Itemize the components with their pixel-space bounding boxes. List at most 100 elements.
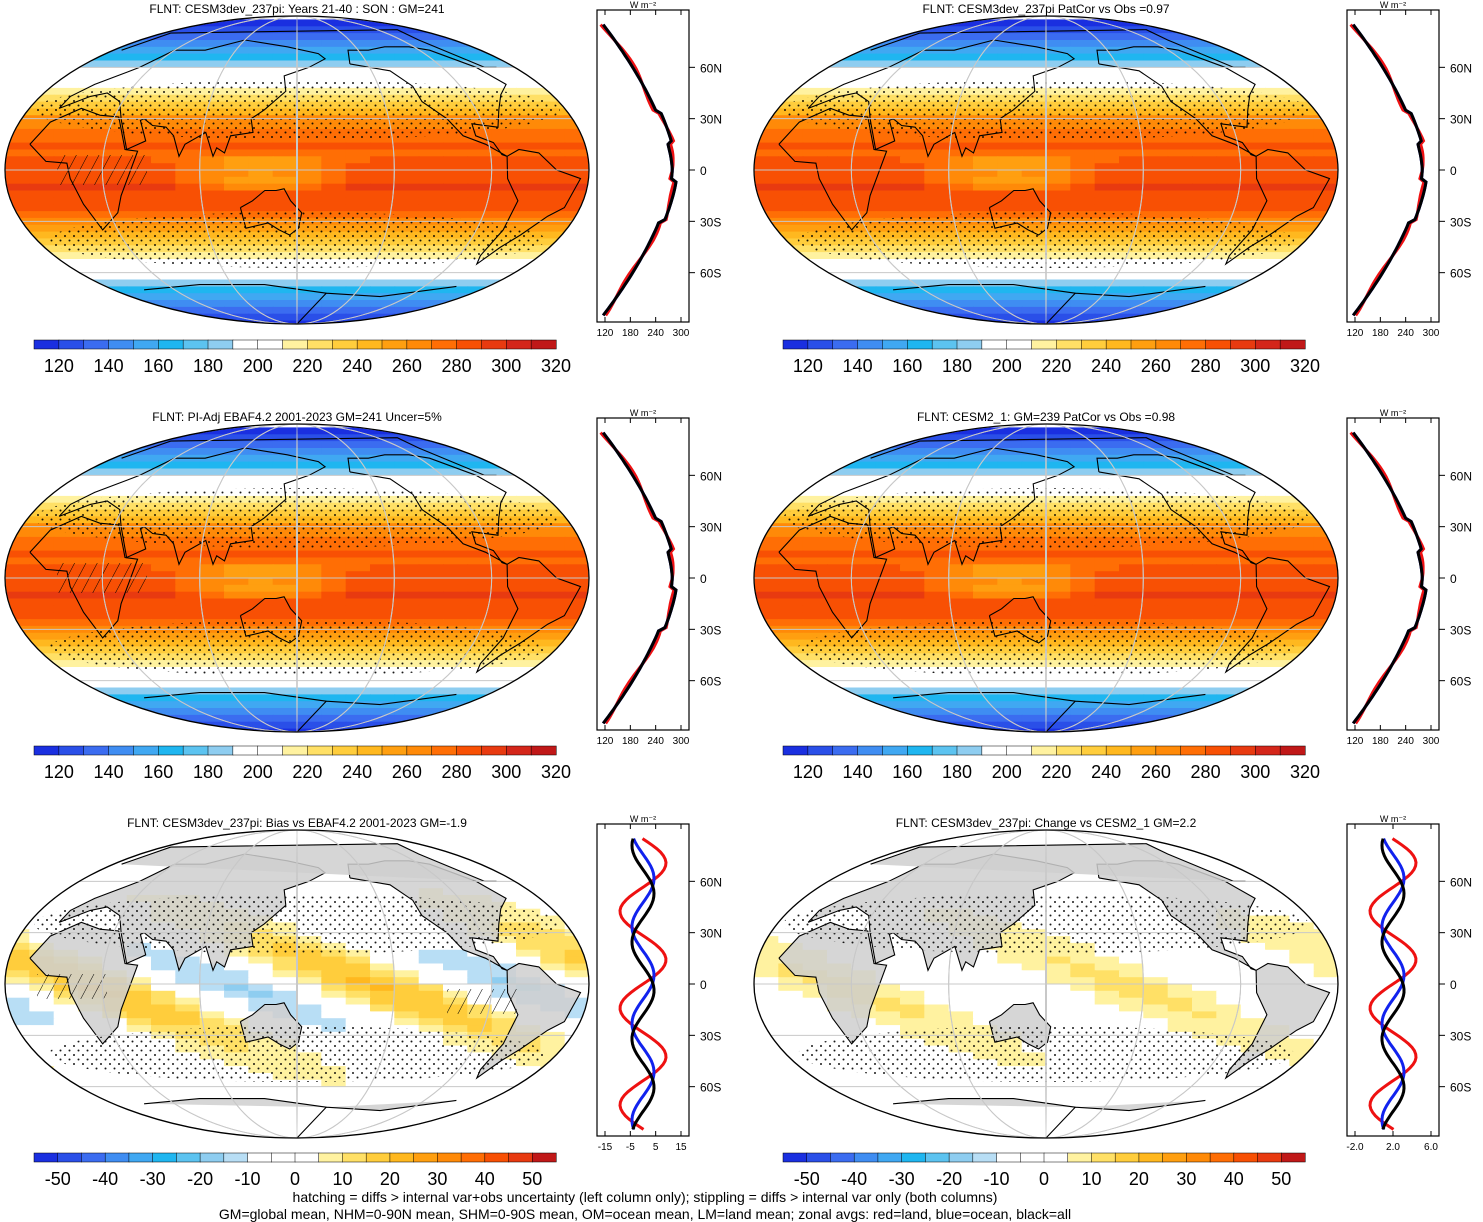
colorbar-swatch <box>59 340 84 349</box>
lat-tick-label: 60N <box>700 61 722 75</box>
colorbar-swatch <box>1056 340 1081 349</box>
colorbar-swatch <box>158 746 183 755</box>
colorbar-swatch <box>1280 746 1305 755</box>
colorbar-swatch <box>84 340 109 349</box>
colorbar-tick-label: 160 <box>892 762 922 782</box>
colorbar-tick-label: 30 <box>1176 1169 1196 1189</box>
colorbar-tick-label: 300 <box>1240 762 1270 782</box>
colorbar-swatch <box>457 340 482 349</box>
colorbar-tick-label: 40 <box>475 1169 495 1189</box>
colorbar-tick-label: 50 <box>1271 1169 1291 1189</box>
zonal-frame <box>1347 418 1439 730</box>
colorbar-swatch <box>1032 340 1057 349</box>
colorbar-swatch <box>1081 340 1106 349</box>
colorbar-swatch <box>307 746 332 755</box>
colorbar-swatch <box>1106 746 1131 755</box>
colorbar-swatch <box>506 746 531 755</box>
lat-tick-label: 30N <box>700 927 722 941</box>
colorbar-swatch <box>1206 340 1231 349</box>
colorbar-swatch <box>366 1153 390 1162</box>
zonal-curve-land <box>620 839 666 1130</box>
colorbar-tick-label: 120 <box>44 762 74 782</box>
colorbar-swatch <box>1234 1153 1258 1162</box>
colorbar-tick-label: 300 <box>491 762 521 782</box>
zonal-curve-land <box>1351 433 1424 724</box>
colorbar-tick-label: -40 <box>841 1169 867 1189</box>
colorbar-swatch <box>133 340 158 349</box>
zonal-tick-label: 5 <box>653 1142 659 1153</box>
map-fill <box>754 830 1339 1142</box>
colorbar-swatch <box>982 746 1007 755</box>
colorbar-tick-label: -50 <box>45 1169 71 1189</box>
zonal-tick-label: 180 <box>1372 328 1389 339</box>
colorbar-swatch <box>176 1153 200 1162</box>
colorbar-swatch <box>58 1153 82 1162</box>
lat-tick-label: 30N <box>1450 927 1472 941</box>
colorbar-swatch <box>1044 1153 1068 1162</box>
lat-tick-label: 60S <box>1450 267 1471 281</box>
colorbar-swatch <box>1280 340 1305 349</box>
lat-tick-label: 0 <box>700 978 707 992</box>
lat-tick-label: 60N <box>1450 61 1472 75</box>
colorbar-tick-label: 0 <box>290 1169 300 1189</box>
colorbar-swatch <box>830 1153 854 1162</box>
lat-tick-label: 30N <box>700 521 722 535</box>
zonal-unit: W m⁻² <box>630 814 656 824</box>
colorbar-swatch <box>902 1153 926 1162</box>
lat-tick-label: 30S <box>700 215 721 229</box>
graticule-meridian <box>1046 424 1047 732</box>
graticule-meridian <box>1046 830 1047 1138</box>
zonal-frame <box>597 418 689 730</box>
colorbar-swatch <box>34 746 59 755</box>
colorbar-tick-label: 320 <box>1290 762 1320 782</box>
colorbar-swatch <box>432 340 457 349</box>
colorbar-tick-label: 260 <box>392 356 422 376</box>
lat-tick-label: 60N <box>1450 469 1472 483</box>
zonal-curve-ocean <box>603 433 676 724</box>
colorbar-tick-label: 240 <box>1091 762 1121 782</box>
colorbar-tick-label: 160 <box>143 762 173 782</box>
colorbar-tick-label: -10 <box>235 1169 261 1189</box>
zonal-tick-label: 240 <box>647 736 664 747</box>
colorbar-tick-label: 120 <box>44 356 74 376</box>
zonal-curve-all <box>1353 25 1426 316</box>
colorbar-swatch <box>997 1153 1021 1162</box>
lat-tick-label: 60N <box>1450 875 1472 889</box>
colorbar-tick-label: 260 <box>1141 356 1171 376</box>
colorbar-swatch <box>481 340 506 349</box>
colorbar-tick-label: 140 <box>94 356 124 376</box>
colorbar-swatch <box>1115 1153 1139 1162</box>
colorbar-swatch <box>506 340 531 349</box>
map-2 <box>754 16 1339 328</box>
colorbar-swatch <box>1156 746 1181 755</box>
colorbar-tick-label: 30 <box>427 1169 447 1189</box>
zonal-curve-land <box>601 25 674 316</box>
colorbar-swatch <box>158 340 183 349</box>
colorbar-swatch <box>854 1153 878 1162</box>
colorbar-swatch <box>858 746 883 755</box>
lat-tick-label: 60S <box>1450 1081 1471 1095</box>
footer-line-1: hatching = diffs > internal var+obs unce… <box>0 1189 1290 1205</box>
colorbar-swatch <box>105 1153 129 1162</box>
footer-line-2: GM=global mean, NHM=0-90N mean, SHM=0-90… <box>0 1206 1290 1222</box>
colorbar-swatch <box>109 746 134 755</box>
map-3 <box>5 424 590 736</box>
hatching <box>447 989 517 1014</box>
colorbar-swatch <box>1007 746 1032 755</box>
colorbar-swatch <box>1020 1153 1044 1162</box>
colorbar-swatch <box>833 340 858 349</box>
colorbar-swatch <box>200 1153 224 1162</box>
colorbar-swatch <box>973 1153 997 1162</box>
map-6 <box>754 830 1339 1142</box>
colorbar-tick-label: 180 <box>193 762 223 782</box>
colorbar-tick-label: 0 <box>1039 1169 1049 1189</box>
colorbar-swatch <box>1210 1153 1234 1162</box>
colorbar-tick-label: 200 <box>243 356 273 376</box>
colorbar-swatch <box>407 340 432 349</box>
lat-tick-label: 0 <box>1450 572 1457 586</box>
zonal-tick-label: 120 <box>597 736 614 747</box>
zonal-tick-label: -5 <box>626 1142 635 1153</box>
colorbar-swatch <box>307 340 332 349</box>
